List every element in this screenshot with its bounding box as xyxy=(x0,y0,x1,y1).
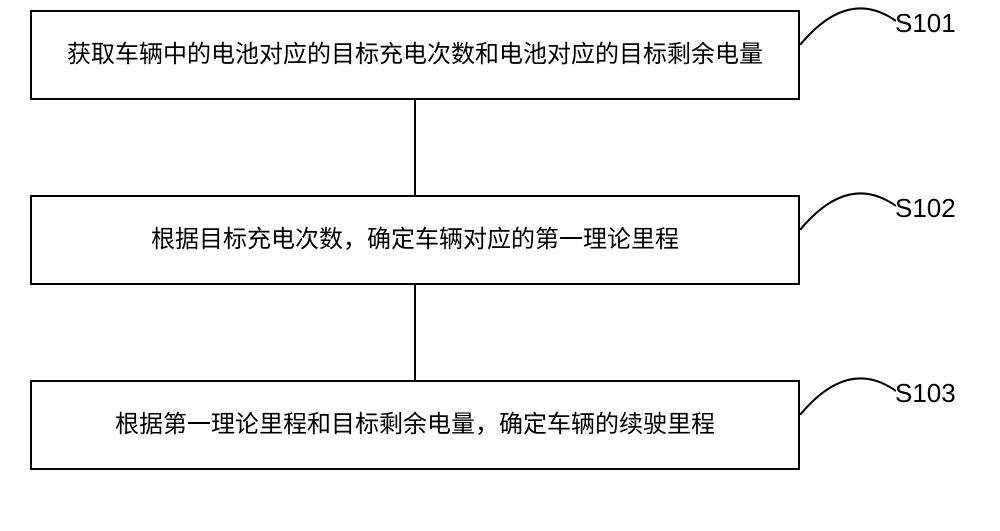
step-label-s101-text: S101 xyxy=(895,8,956,38)
flow-node-s103: 根据第一理论里程和目标剩余电量，确定车辆的续驶里程 xyxy=(30,380,800,470)
step-label-s101: S101 xyxy=(895,8,956,39)
step-label-s103: S103 xyxy=(895,378,956,409)
connector-s101-s102 xyxy=(414,100,416,195)
flow-node-s102: 根据目标充电次数，确定车辆对应的第一理论里程 xyxy=(30,195,800,285)
flowchart-canvas: 获取车辆中的电池对应的目标充电次数和电池对应的目标剩余电量 根据目标充电次数，确… xyxy=(0,0,1000,531)
bracket-s101 xyxy=(800,5,896,45)
step-label-s103-text: S103 xyxy=(895,378,956,408)
flow-node-s102-text: 根据目标充电次数，确定车辆对应的第一理论里程 xyxy=(151,222,679,258)
bracket-s102 xyxy=(800,190,896,230)
flow-node-s101: 获取车辆中的电池对应的目标充电次数和电池对应的目标剩余电量 xyxy=(30,10,800,100)
flow-node-s101-text: 获取车辆中的电池对应的目标充电次数和电池对应的目标剩余电量 xyxy=(67,37,763,73)
flow-node-s103-text: 根据第一理论里程和目标剩余电量，确定车辆的续驶里程 xyxy=(115,407,715,443)
step-label-s102-text: S102 xyxy=(895,193,956,223)
bracket-s103 xyxy=(800,375,896,415)
step-label-s102: S102 xyxy=(895,193,956,224)
connector-s102-s103 xyxy=(414,285,416,380)
